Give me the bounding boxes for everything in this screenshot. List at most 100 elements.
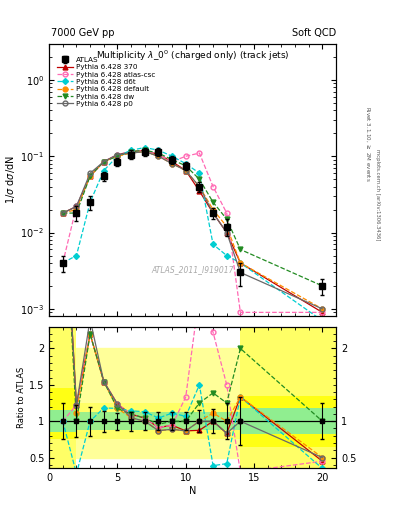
Bar bbox=[241, 408, 336, 434]
Pythia 6.428 dw bbox=[115, 153, 120, 159]
Pythia 6.428 atlas-csc bbox=[101, 159, 106, 165]
Pythia 6.428 p0 bbox=[224, 229, 229, 236]
Pythia 6.428 atlas-csc bbox=[320, 309, 325, 315]
Pythia 6.428 370 bbox=[238, 260, 243, 266]
Text: 7000 GeV pp: 7000 GeV pp bbox=[51, 28, 115, 38]
Bar bbox=[77, 403, 241, 439]
Pythia 6.428 d6t bbox=[101, 167, 106, 174]
Pythia 6.428 atlas-csc bbox=[61, 260, 65, 266]
Text: mcplots.cern.ch [arXiv:1306.3436]: mcplots.cern.ch [arXiv:1306.3436] bbox=[375, 149, 380, 240]
Pythia 6.428 d6t bbox=[170, 153, 174, 159]
Text: ATLAS_2011_I919017: ATLAS_2011_I919017 bbox=[151, 265, 234, 274]
Pythia 6.428 atlas-csc bbox=[142, 147, 147, 153]
Pythia 6.428 370 bbox=[115, 152, 120, 158]
Pythia 6.428 dw bbox=[129, 148, 134, 155]
Pythia 6.428 d6t bbox=[211, 241, 215, 247]
Pythia 6.428 dw bbox=[101, 159, 106, 165]
Pythia 6.428 p0 bbox=[156, 153, 161, 159]
Pythia 6.428 dw bbox=[320, 283, 325, 289]
Pythia 6.428 dw bbox=[238, 246, 243, 252]
Pythia 6.428 default bbox=[115, 153, 120, 159]
Pythia 6.428 dw bbox=[142, 147, 147, 153]
Pythia 6.428 370 bbox=[156, 152, 161, 158]
Pythia 6.428 atlas-csc bbox=[129, 148, 134, 155]
Line: Pythia 6.428 d6t: Pythia 6.428 d6t bbox=[61, 145, 325, 323]
Pythia 6.428 dw bbox=[170, 157, 174, 163]
Pythia 6.428 dw bbox=[88, 173, 92, 179]
Pythia 6.428 atlas-csc bbox=[197, 150, 202, 156]
Bar bbox=[241, 396, 336, 446]
Pythia 6.428 default bbox=[88, 173, 92, 179]
Pythia 6.428 d6t bbox=[320, 317, 325, 324]
Pythia 6.428 default bbox=[101, 159, 106, 165]
Line: Pythia 6.428 370: Pythia 6.428 370 bbox=[61, 148, 325, 315]
Pythia 6.428 d6t bbox=[61, 260, 65, 266]
Pythia 6.428 d6t bbox=[142, 144, 147, 151]
Pythia 6.428 default bbox=[156, 153, 161, 159]
Pythia 6.428 atlas-csc bbox=[184, 153, 188, 159]
Pythia 6.428 dw bbox=[224, 216, 229, 222]
Pythia 6.428 default bbox=[170, 161, 174, 167]
Pythia 6.428 default bbox=[238, 260, 243, 266]
Y-axis label: 1/$\sigma$ d$\sigma$/dN: 1/$\sigma$ d$\sigma$/dN bbox=[4, 156, 18, 204]
Pythia 6.428 atlas-csc bbox=[224, 210, 229, 216]
Pythia 6.428 p0 bbox=[142, 148, 147, 155]
Line: Pythia 6.428 atlas-csc: Pythia 6.428 atlas-csc bbox=[61, 148, 325, 315]
Pythia 6.428 370 bbox=[170, 159, 174, 165]
Pythia 6.428 dw bbox=[211, 199, 215, 205]
Pythia 6.428 dw bbox=[184, 163, 188, 169]
Pythia 6.428 atlas-csc bbox=[115, 152, 120, 158]
Pythia 6.428 370 bbox=[101, 159, 106, 165]
Pythia 6.428 370 bbox=[320, 309, 325, 315]
Pythia 6.428 default bbox=[224, 223, 229, 229]
Text: Rivet 3.1.10, $\geq$ 2M events: Rivet 3.1.10, $\geq$ 2M events bbox=[364, 105, 371, 181]
Pythia 6.428 370 bbox=[197, 188, 202, 194]
Line: Pythia 6.428 p0: Pythia 6.428 p0 bbox=[61, 149, 325, 311]
Pythia 6.428 default bbox=[211, 206, 215, 212]
Pythia 6.428 dw bbox=[197, 176, 202, 182]
Pythia 6.428 d6t bbox=[197, 170, 202, 176]
Pythia 6.428 atlas-csc bbox=[170, 159, 174, 165]
Bar bbox=[241, 327, 336, 468]
Pythia 6.428 default bbox=[74, 206, 79, 212]
Legend: ATLAS, Pythia 6.428 370, Pythia 6.428 atlas-csc, Pythia 6.428 d6t, Pythia 6.428 : ATLAS, Pythia 6.428 370, Pythia 6.428 at… bbox=[55, 55, 157, 109]
Bar bbox=[49, 389, 77, 439]
Pythia 6.428 370 bbox=[129, 148, 134, 155]
Pythia 6.428 dw bbox=[156, 150, 161, 156]
Pythia 6.428 p0 bbox=[197, 183, 202, 189]
Pythia 6.428 p0 bbox=[170, 161, 174, 167]
Pythia 6.428 d6t bbox=[224, 252, 229, 259]
Pythia 6.428 d6t bbox=[88, 199, 92, 205]
Pythia 6.428 370 bbox=[74, 203, 79, 209]
Pythia 6.428 p0 bbox=[211, 210, 215, 216]
X-axis label: N: N bbox=[189, 486, 196, 496]
Pythia 6.428 p0 bbox=[61, 210, 65, 216]
Pythia 6.428 dw bbox=[74, 210, 79, 216]
Bar bbox=[77, 413, 241, 430]
Pythia 6.428 atlas-csc bbox=[238, 309, 243, 315]
Bar bbox=[49, 327, 77, 468]
Line: Pythia 6.428 default: Pythia 6.428 default bbox=[61, 149, 325, 311]
Pythia 6.428 d6t bbox=[74, 252, 79, 259]
Text: Multiplicity $\lambda\_0^0$ (charged only) (track jets): Multiplicity $\lambda\_0^0$ (charged onl… bbox=[96, 49, 289, 63]
Pythia 6.428 d6t bbox=[129, 147, 134, 153]
Pythia 6.428 d6t bbox=[115, 153, 120, 159]
Pythia 6.428 370 bbox=[224, 229, 229, 236]
Bar bbox=[49, 349, 336, 458]
Pythia 6.428 atlas-csc bbox=[211, 183, 215, 189]
Pythia 6.428 default bbox=[142, 148, 147, 155]
Pythia 6.428 p0 bbox=[115, 152, 120, 158]
Pythia 6.428 default bbox=[320, 306, 325, 312]
Pythia 6.428 default bbox=[61, 210, 65, 216]
Pythia 6.428 p0 bbox=[129, 150, 134, 156]
Pythia 6.428 p0 bbox=[88, 170, 92, 176]
Pythia 6.428 370 bbox=[184, 167, 188, 174]
Pythia 6.428 d6t bbox=[156, 147, 161, 153]
Pythia 6.428 370 bbox=[88, 173, 92, 179]
Pythia 6.428 atlas-csc bbox=[88, 173, 92, 179]
Pythia 6.428 d6t bbox=[184, 161, 188, 167]
Pythia 6.428 p0 bbox=[74, 203, 79, 209]
Pythia 6.428 default bbox=[129, 150, 134, 156]
Pythia 6.428 d6t bbox=[238, 260, 243, 266]
Pythia 6.428 dw bbox=[61, 210, 65, 216]
